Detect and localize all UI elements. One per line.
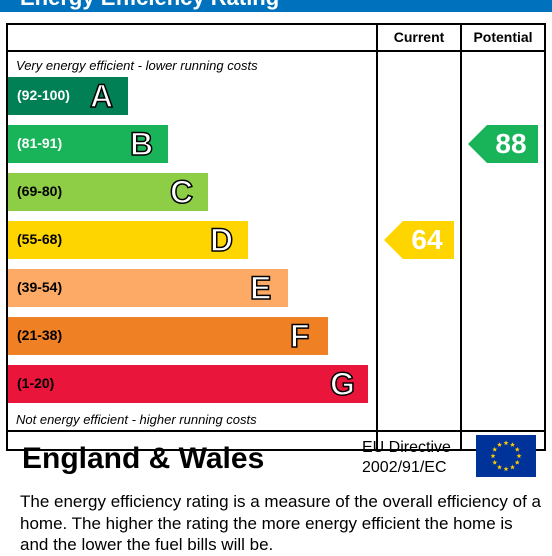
band-d: (55-68) D bbox=[8, 221, 248, 259]
description-text: The energy efficiency rating is a measur… bbox=[20, 492, 541, 554]
directive-line-2: 2002/91/EC bbox=[362, 459, 447, 476]
band-letter: A bbox=[89, 78, 114, 114]
flag-star bbox=[492, 446, 498, 452]
flag-star bbox=[490, 453, 496, 459]
flag-star bbox=[492, 459, 498, 465]
flag-star bbox=[514, 446, 520, 452]
potential-rating-arrow-value: 88 bbox=[495, 128, 527, 159]
band-letter: B bbox=[129, 126, 154, 162]
band-range-label: (21-38) bbox=[17, 327, 63, 343]
flag-star bbox=[510, 442, 515, 447]
band-letter: C bbox=[169, 174, 194, 210]
flag-star bbox=[497, 442, 502, 447]
bottom-note: Not energy efficient - higher running co… bbox=[16, 412, 257, 427]
band-range-label: (92-100) bbox=[17, 87, 70, 103]
region-label: England & Wales bbox=[22, 442, 265, 475]
band-letter: F bbox=[289, 318, 310, 354]
flag-star bbox=[510, 464, 515, 470]
band-letter: E bbox=[249, 270, 272, 306]
band-range-label: (55-68) bbox=[17, 231, 63, 247]
band-e: (39-54) E bbox=[8, 269, 288, 307]
band-range-label: (69-80) bbox=[17, 183, 63, 199]
eu-flag-icon bbox=[476, 435, 536, 477]
flag-star bbox=[497, 464, 502, 470]
band-a: (92-100) A bbox=[8, 77, 128, 115]
flag-star bbox=[503, 440, 509, 446]
band-b: (81-91) B bbox=[8, 125, 168, 163]
band-letter: D bbox=[209, 222, 234, 258]
potential-column-divider bbox=[460, 25, 462, 449]
current-rating-arrow: 64 bbox=[384, 221, 454, 259]
flag-star bbox=[503, 466, 509, 472]
band-c: (69-80) C bbox=[8, 173, 208, 211]
potential-column-header: Potential bbox=[473, 29, 533, 45]
band-range-label: (39-54) bbox=[17, 279, 63, 295]
flag-star bbox=[514, 459, 520, 465]
top-note: Very energy efficient - lower running co… bbox=[16, 58, 258, 73]
header-divider bbox=[8, 50, 544, 52]
band-g: (1-20) G bbox=[8, 365, 368, 403]
current-column-divider bbox=[376, 25, 378, 449]
title-bar: Energy Efficiency Rating bbox=[0, 0, 552, 12]
potential-rating-arrow-shape bbox=[468, 125, 538, 163]
band-range-label: (81-91) bbox=[17, 135, 63, 151]
potential-rating-arrow: 88 bbox=[468, 125, 538, 163]
current-rating-arrow-shape bbox=[384, 221, 454, 259]
flag-star bbox=[516, 453, 522, 459]
rating-chart-frame: Current Potential Very energy efficient … bbox=[6, 23, 546, 477]
directive-line-1: EU Directive bbox=[362, 439, 451, 456]
current-rating-arrow-value: 64 bbox=[411, 224, 443, 255]
current-column-header: Current bbox=[393, 29, 445, 45]
chart-title: Energy Efficiency Rating bbox=[20, 0, 279, 12]
band-letter: G bbox=[329, 366, 355, 402]
band-range-label: (1-20) bbox=[17, 375, 55, 391]
band-f: (21-38) F bbox=[8, 317, 328, 355]
footer-divider bbox=[8, 430, 544, 432]
